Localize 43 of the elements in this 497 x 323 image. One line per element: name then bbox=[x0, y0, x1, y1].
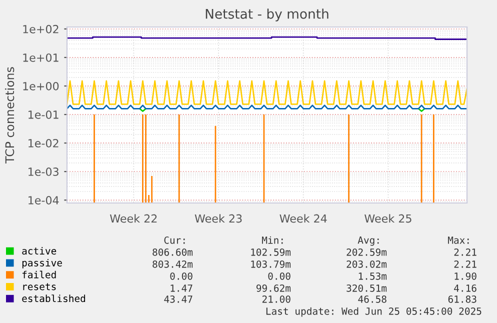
text: 43.47 bbox=[164, 295, 192, 303]
y-tick-label: 1e+01 bbox=[23, 53, 58, 62]
text: Max: bbox=[448, 236, 469, 244]
text: 1.53m bbox=[358, 272, 387, 280]
text: 0.00 bbox=[170, 272, 192, 280]
y-tick-label: 1e+00 bbox=[23, 82, 59, 90]
y-tick-label: 1e-04 bbox=[28, 196, 59, 204]
text: 0.00 bbox=[268, 272, 290, 280]
text: Last update: Wed Jun 25 05:45:00 2025 bbox=[266, 307, 482, 317]
text: 46.58 bbox=[358, 295, 386, 303]
y-tick-label: 1e-01 bbox=[28, 110, 58, 119]
legend-label: resets bbox=[23, 283, 56, 290]
text: Cur: bbox=[164, 236, 185, 244]
x-tick-label: Week 23 bbox=[194, 214, 242, 223]
text: Min: bbox=[262, 236, 283, 244]
text: 2.21 bbox=[454, 248, 476, 256]
x-tick-label: Week 24 bbox=[280, 214, 327, 223]
y-axis-title: TCP connections bbox=[5, 67, 14, 164]
x-tick-label: Week 25 bbox=[364, 214, 412, 223]
y-tick-label: 1e+02 bbox=[23, 24, 58, 34]
text: 103.79m bbox=[251, 260, 291, 268]
y-tick-label: 1e-02 bbox=[28, 139, 58, 148]
x-tick-label: Week 22 bbox=[110, 214, 157, 223]
text: 203.02m bbox=[346, 260, 387, 268]
text: 202.59m bbox=[346, 248, 387, 256]
text: 1.47 bbox=[170, 284, 192, 292]
text: 320.51m bbox=[346, 284, 387, 292]
chart-title: Netstat - by month bbox=[206, 8, 328, 22]
legend-label: active bbox=[22, 247, 56, 255]
text: 803.42m bbox=[152, 260, 193, 268]
legend-label: failed bbox=[22, 270, 56, 278]
legend-label: established bbox=[22, 294, 86, 302]
text: 21.00 bbox=[262, 295, 290, 303]
text: 102.59m bbox=[251, 248, 291, 256]
text: 4.16 bbox=[454, 284, 476, 292]
y-tick-label: 1e-03 bbox=[28, 168, 58, 176]
text: 2.21 bbox=[454, 260, 476, 268]
legend-label: passive bbox=[22, 258, 62, 268]
text: 806.60m bbox=[152, 248, 193, 256]
text: 1.90 bbox=[454, 272, 476, 280]
text: Avg: bbox=[358, 236, 379, 246]
text: 61.83 bbox=[448, 295, 476, 303]
text: 99.62m bbox=[256, 284, 291, 292]
